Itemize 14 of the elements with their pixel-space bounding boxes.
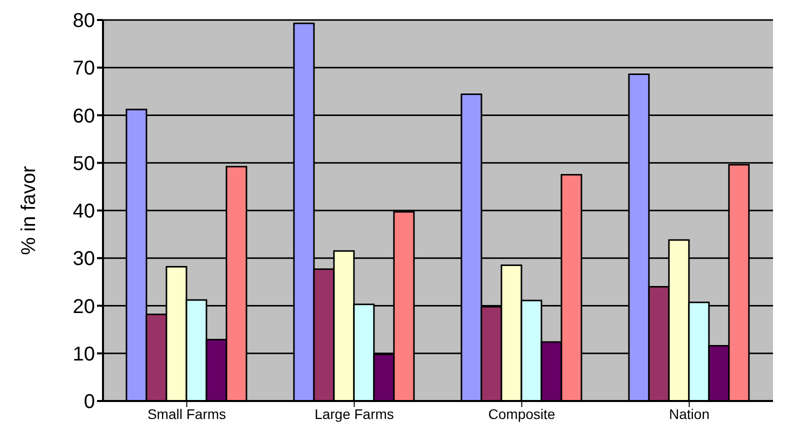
- x-tick-label: Nation: [669, 406, 710, 422]
- x-tick-label: Large Farms: [314, 406, 394, 422]
- y-tick-label: 0: [84, 391, 95, 414]
- y-tick-label: 30: [72, 248, 95, 270]
- y-tick-label: 40: [72, 200, 95, 223]
- y-tick-label: 10: [72, 343, 95, 366]
- y-tick-label: 70: [72, 58, 95, 80]
- y-tick-label: 60: [72, 105, 95, 128]
- x-tick-label: Composite: [488, 406, 556, 422]
- y-tick-label: 20: [72, 296, 95, 318]
- x-tick-label: Small Farms: [147, 406, 226, 422]
- y-tick-label: 50: [72, 152, 95, 175]
- y-tick-label: 80: [72, 10, 95, 32]
- y-axis-title: % in favor: [18, 166, 40, 255]
